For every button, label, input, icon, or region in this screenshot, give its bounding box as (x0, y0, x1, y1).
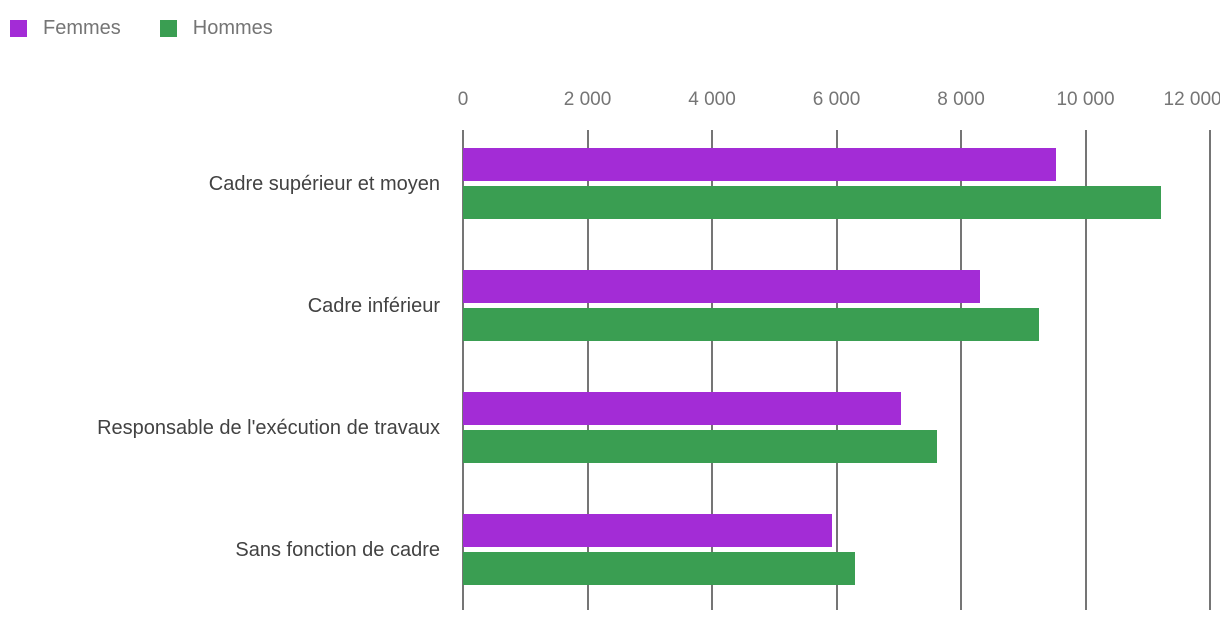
bar-femmes-2[interactable] (463, 392, 902, 425)
plot-area: 0 2 000 4 000 6 000 8 000 10 000 12 000 (458, 89, 1220, 610)
x-axis-tick-label: 4 000 (688, 89, 736, 110)
legend-swatch-icon (159, 20, 177, 37)
category-label: Cadre inférieur (307, 294, 440, 317)
gridline-8000 (960, 130, 962, 610)
bar-femmes-1[interactable] (463, 270, 980, 303)
bar-hommes-1[interactable] (463, 308, 1040, 341)
chart-legend: Femmes Hommes (10, 17, 273, 40)
legend-item-femmes[interactable]: Femmes (10, 17, 121, 40)
legend-label: Hommes (192, 17, 273, 39)
x-axis-tick-label: 0 (457, 89, 469, 110)
x-axis-tick-label: 12 000 (1163, 89, 1220, 110)
category-label: Cadre supérieur et moyen (208, 172, 440, 195)
bar-group (463, 514, 1210, 585)
gridline-10000 (1084, 130, 1087, 610)
bar-hommes-2[interactable] (463, 430, 938, 463)
gridline-0 (462, 130, 464, 610)
x-axis-tick-label: 8 000 (937, 89, 985, 110)
x-axis-tick-label: 6 000 (812, 89, 861, 110)
x-axis-tick-label: 2 000 (563, 89, 612, 110)
bar-femmes-3[interactable] (463, 514, 832, 547)
legend-label: Femmes (43, 17, 121, 39)
category-label: Sans fonction de cadre (235, 538, 440, 561)
bar-hommes-3[interactable] (463, 552, 855, 585)
gridline-6000 (835, 130, 838, 610)
bar-group (463, 392, 1210, 463)
x-axis-tick-label: 10 000 (1056, 89, 1115, 110)
legend-swatch-icon (10, 20, 27, 37)
category-label: Responsable de l'exécution de travaux (97, 416, 440, 439)
gridline-12000 (1209, 130, 1211, 610)
bar-hommes-0[interactable] (463, 186, 1162, 219)
bar-group (463, 148, 1210, 219)
bar-group (463, 270, 1210, 341)
bar-femmes-0[interactable] (463, 148, 1056, 181)
gridline-2000 (586, 130, 589, 610)
legend-item-hommes[interactable]: Hommes (159, 17, 273, 40)
gridline-4000 (711, 130, 713, 610)
